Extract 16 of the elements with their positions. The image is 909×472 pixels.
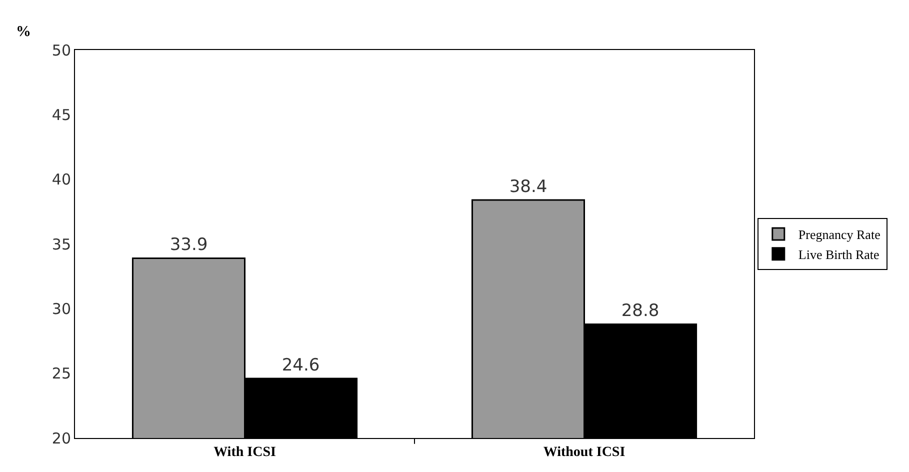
x-tick-label: With ICSI [214, 444, 276, 460]
data-label: 24.6 [282, 356, 320, 376]
y-tick-label: 25 [52, 364, 71, 383]
data-label: 38.4 [509, 177, 548, 198]
data-label: 33.9 [170, 235, 208, 256]
y-tick-label: 50 [52, 41, 71, 60]
y-tick-label: 35 [52, 235, 71, 254]
data-label: 28.8 [621, 301, 660, 322]
y-tick-label: 30 [52, 300, 71, 318]
y-tick-label: 20 [52, 429, 71, 448]
x-tick-label: Without ICSI [543, 444, 626, 460]
legend-label: Live Birth Rate [798, 246, 880, 262]
y-tick-label: 45 [52, 106, 71, 124]
y-axis-title: % [16, 24, 31, 40]
legend-label: Pregnancy Rate [798, 227, 881, 242]
y-tick-label: 40 [52, 170, 71, 189]
